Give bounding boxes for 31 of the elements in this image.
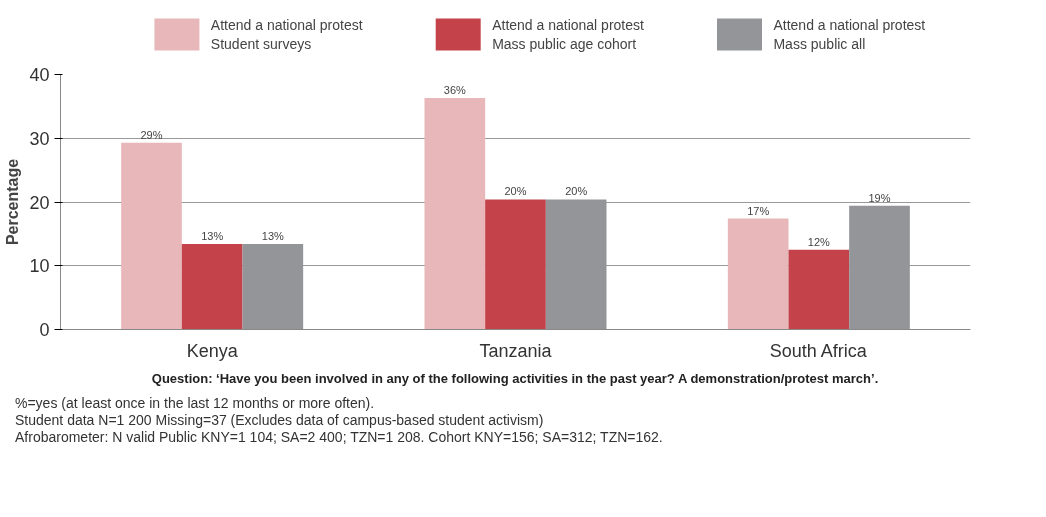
- y-axis-title: Percentage: [4, 158, 22, 246]
- text: Question: ‘Have you been involved in any of the following activities in the past year? A demonstration/protest march’.: [151, 370, 879, 386]
- data-label: 13%: [261, 230, 285, 243]
- x-tick-label: Kenya: [186, 340, 239, 361]
- text: Student data N=1 200 Missing=37 (Excludes data of campus-based student activism): [15, 412, 544, 428]
- data-label: 17%: [747, 204, 770, 217]
- y-tick-label: 30: [29, 128, 50, 149]
- data-label: 29%: [140, 128, 163, 141]
- data-label: 20%: [504, 185, 527, 198]
- y-tick-label: 40: [29, 65, 50, 85]
- data-label: 12%: [807, 235, 831, 248]
- data-label: 20%: [565, 185, 588, 198]
- bar: [424, 98, 486, 330]
- x-tick-label: Tanzania: [479, 340, 553, 361]
- y-tick-label: 10: [29, 256, 50, 277]
- bar: [727, 218, 789, 330]
- bar: [485, 199, 546, 330]
- y-tick-label: 0: [39, 320, 50, 340]
- x-tick-label: South Africa: [769, 340, 868, 361]
- legend-label: Attend a national protest Mass public all: [773, 17, 926, 53]
- bar: [121, 142, 182, 330]
- legend-label: Attend a national protest Mass public age cohort: [492, 17, 645, 53]
- data-label: 36%: [443, 84, 467, 97]
- y-tick-label: 20: [29, 192, 50, 213]
- text: %=yes (at least once in the last 12 months or more often).: [15, 395, 375, 411]
- bar: [181, 244, 243, 330]
- text: Afrobarometer: N valid Public KNY=1 104; SA=2 400; TZN=1 208. Cohort KNY=156; SA=312; TZN=162.: [15, 429, 663, 445]
- data-label: 13%: [201, 230, 224, 243]
- legend-label: Attend a national protest Student surveys: [210, 17, 363, 53]
- data-label: 19%: [868, 191, 891, 204]
- bar: [788, 249, 850, 330]
